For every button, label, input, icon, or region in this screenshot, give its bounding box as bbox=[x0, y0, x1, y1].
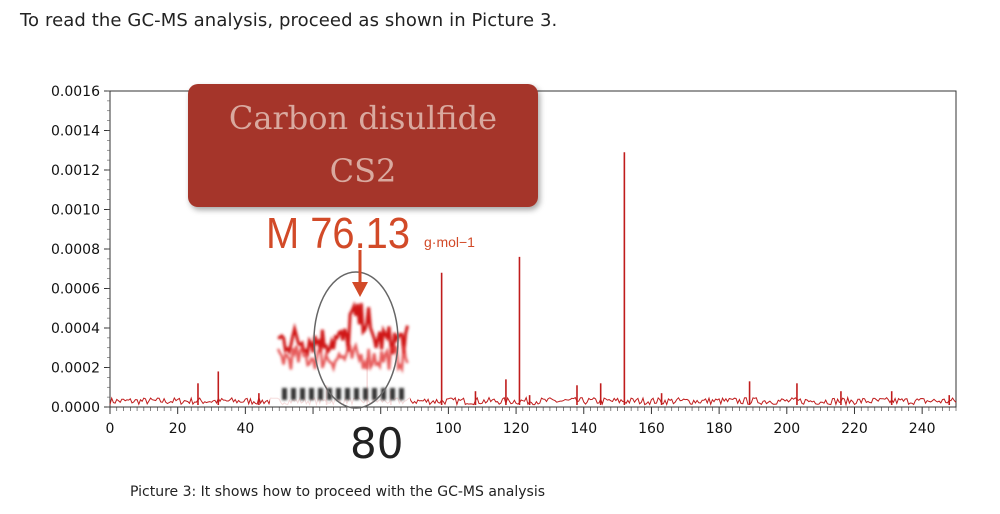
figure-caption: Picture 3: It shows how to proceed with … bbox=[130, 484, 546, 500]
zoom-label: 80 bbox=[350, 419, 403, 468]
zoom-tick bbox=[300, 388, 305, 400]
x-tick-label: 0 bbox=[106, 421, 115, 437]
x-tick-label: 120 bbox=[503, 421, 530, 437]
x-tick-label: 240 bbox=[909, 421, 936, 437]
zoom-tick bbox=[399, 388, 404, 400]
x-tick-label: 100 bbox=[435, 421, 462, 437]
x-axis: 0 20 40 100 120 140 160 180 200 220 240 bbox=[106, 407, 957, 437]
zoom-trace bbox=[277, 301, 409, 358]
spectrum-peaks bbox=[197, 152, 951, 406]
y-tick-label: 0.0004 bbox=[51, 321, 100, 337]
molar-mass-label: M 76.13 bbox=[266, 209, 410, 258]
zoom-tick bbox=[345, 388, 350, 400]
x-tick-label: 20 bbox=[169, 421, 187, 437]
zoom-tick bbox=[309, 388, 314, 400]
noise-trace bbox=[109, 395, 957, 407]
zoom-highlight-ellipse bbox=[313, 271, 399, 409]
callout-compound-name: Carbon disulfide bbox=[229, 99, 497, 137]
zoom-tick bbox=[372, 388, 377, 400]
molar-mass-unit: g·mol−1 bbox=[424, 234, 475, 250]
zoom-tick bbox=[390, 388, 395, 400]
y-tick-label: 0.0014 bbox=[51, 124, 100, 140]
x-tick-label: 220 bbox=[841, 421, 868, 437]
y-tick-label: 0.0010 bbox=[51, 203, 100, 219]
x-tick-label: 180 bbox=[706, 421, 733, 437]
baseline-noise bbox=[109, 395, 957, 407]
y-tick-label: 0.0008 bbox=[51, 242, 100, 258]
x-tick-label: 40 bbox=[236, 421, 254, 437]
zoom-inset-trace bbox=[276, 301, 409, 400]
y-tick-label: 0.0002 bbox=[51, 361, 100, 377]
callout-box bbox=[188, 84, 538, 207]
y-tick-label: 0.0006 bbox=[51, 282, 100, 298]
y-tick-label: 0.0000 bbox=[51, 400, 100, 416]
y-tick-label: 0.0016 bbox=[51, 84, 100, 100]
x-tick-label: 140 bbox=[570, 421, 597, 437]
callout-formula: CS2 bbox=[330, 152, 397, 190]
zoom-inset: 80 bbox=[270, 271, 410, 468]
x-tick-label: 200 bbox=[773, 421, 800, 437]
y-tick-label: 0.0012 bbox=[51, 163, 100, 179]
zoom-tick bbox=[354, 388, 359, 400]
intro-text: To read the GC-MS analysis, proceed as s… bbox=[20, 10, 558, 31]
zoom-tick bbox=[318, 388, 323, 400]
zoom-tick bbox=[291, 388, 296, 400]
compound-callout: Carbon disulfide CS2 bbox=[188, 84, 538, 207]
zoom-tick bbox=[381, 388, 386, 400]
zoom-trace-secondary bbox=[276, 341, 409, 374]
y-axis: 0.0000 0.0002 0.0004 0.0006 0.0008 0.0010 0.00… bbox=[51, 84, 110, 416]
zoom-tick bbox=[282, 388, 287, 400]
zoom-tick bbox=[336, 388, 341, 400]
x-tick-label: 160 bbox=[638, 421, 665, 437]
arrow-icon bbox=[352, 250, 368, 297]
zoom-tick bbox=[363, 388, 368, 400]
